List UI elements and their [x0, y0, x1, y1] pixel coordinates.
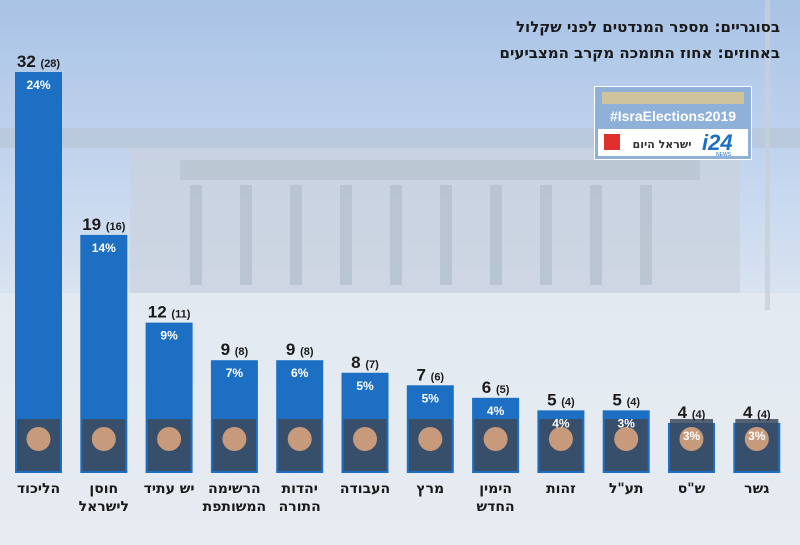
elections-logo: #IsraElections2019 i24 NEWS ישראל היום [594, 86, 752, 160]
percent-label: 3% [748, 429, 766, 443]
bar-group: 12 (11) 9% יש עתיד [144, 303, 195, 497]
candidate-face-icon [157, 427, 182, 451]
bar-group: 5 (4) 3% תע"ל [602, 390, 650, 497]
value-label: 4 (4) [678, 403, 706, 422]
percent-label: 5% [422, 391, 440, 405]
value-label: 32 (28) [17, 52, 61, 71]
category-label: התורה [279, 499, 321, 515]
candidate-face-icon [418, 427, 443, 451]
logo-partner: ישראל היום [633, 138, 692, 151]
logo-brand-sub: NEWS [716, 152, 732, 158]
logo-brand: i24 [702, 130, 733, 155]
category-label: העבודה [340, 481, 390, 497]
category-label: לישראל [79, 499, 129, 515]
percent-label: 3% [618, 416, 636, 430]
candidate-face-icon [679, 427, 704, 451]
value-label: 4 (4) [743, 403, 771, 422]
knesset-logo-icon [602, 92, 744, 104]
candidate-face-icon [548, 427, 573, 451]
value-label: 8 (7) [351, 353, 379, 372]
bar-group: 9 (8) 6% יהדות התורה [276, 340, 324, 515]
bar-group: 19 (16) 14% חוסן לישראל [79, 215, 129, 515]
value-label: 6 (5) [482, 378, 510, 397]
bar [15, 72, 62, 473]
candidate-face-icon [287, 427, 312, 451]
category-label: יש עתיד [144, 481, 195, 497]
candidate-face-icon [222, 427, 247, 451]
category-label: הליכוד [17, 481, 60, 497]
bar-group: 4 (4) 3% ש"ס [668, 403, 715, 497]
percent-label: 5% [356, 379, 374, 393]
value-label: 12 (11) [148, 303, 191, 322]
category-label: הימין [479, 481, 512, 497]
percent-label: 9% [160, 329, 178, 343]
bar-group: 9 (8) 7% הרשימה המשותפת [203, 340, 267, 515]
value-label: 19 (16) [82, 215, 126, 234]
logo-hashtag: #IsraElections2019 [610, 108, 736, 124]
candidate-face-icon [614, 427, 639, 451]
percent-label: 4% [552, 416, 570, 430]
category-label: תע"ל [609, 481, 644, 497]
category-label: ש"ס [678, 481, 706, 497]
bar-group: 6 (5) 4% הימין החדש [472, 378, 520, 515]
bar-group: 5 (4) 4% זהות [537, 390, 585, 497]
candidate-face-icon [483, 427, 508, 451]
value-label: 9 (8) [221, 340, 249, 359]
chart-legend: בסוגריים: מספר המנדטים לפני שקלול באחוזי… [500, 14, 780, 66]
bar-group: 8 (7) 5% העבודה [340, 353, 390, 497]
category-label: גשר [744, 481, 769, 497]
value-label: 5 (4) [612, 390, 640, 409]
percent-label: 14% [92, 241, 116, 255]
percent-label: 24% [26, 78, 50, 92]
israel-hayom-logo-icon [604, 134, 620, 150]
legend-line-percent: באחוזים: אחוז התומכה מקרב המצביעים [499, 44, 780, 62]
value-label: 7 (6) [416, 365, 444, 384]
category-label: יהדות [282, 481, 318, 497]
category-label: חוסן [89, 481, 118, 497]
bar-group: 7 (6) 5% מרץ [406, 365, 454, 497]
legend-line-brackets: בסוגריים: מספר המנדטים לפני שקלול [515, 18, 780, 36]
category-label: המשותפת [203, 499, 267, 515]
category-label: מרץ [416, 481, 444, 497]
candidate-face-icon [91, 427, 116, 451]
category-label: החדש [477, 499, 515, 515]
candidate-face-icon [353, 427, 377, 451]
candidate-face-icon [744, 427, 769, 451]
category-label: הרשימה [208, 481, 261, 497]
percent-label: 6% [291, 366, 309, 380]
candidate-face-icon [26, 427, 51, 451]
percent-label: 3% [683, 429, 701, 443]
bar-group: 32 (28) 24% הליכוד [15, 52, 62, 497]
percent-label: 7% [226, 366, 244, 380]
category-label: זהות [546, 481, 576, 497]
value-label: 9 (8) [286, 340, 314, 359]
percent-label: 4% [487, 404, 505, 418]
value-label: 5 (4) [547, 390, 575, 409]
bar-group: 4 (4) 3% גשר [733, 403, 781, 497]
